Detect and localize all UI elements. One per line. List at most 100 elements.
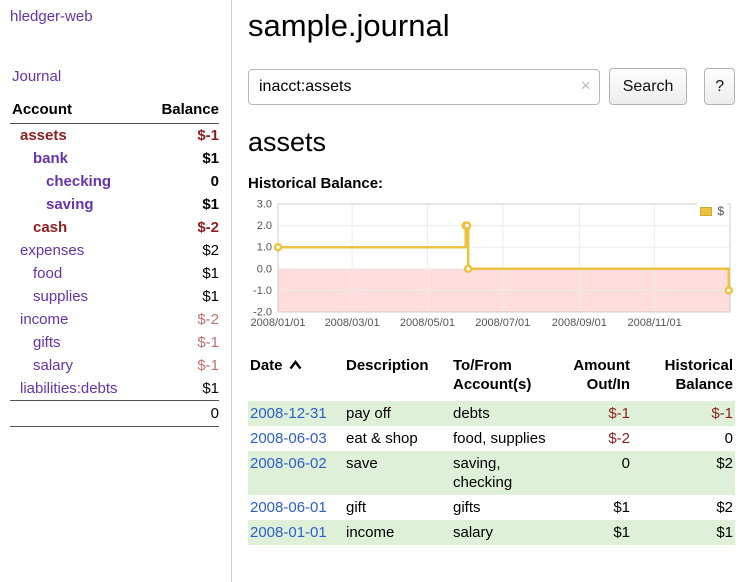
column-header-date[interactable]: Date — [248, 354, 344, 401]
transaction-row: 2008-12-31 pay off debts $-1 $-1 — [248, 401, 735, 426]
account-row: supplies $1 — [10, 285, 219, 308]
sort-ascending-icon — [289, 360, 301, 370]
account-row: food $1 — [10, 262, 219, 285]
transaction-balance: $2 — [716, 455, 733, 472]
column-header-tofrom: To/From Account(s) — [453, 357, 532, 393]
transaction-description: pay off — [346, 405, 391, 422]
search-input[interactable] — [248, 68, 600, 105]
transaction-row: 2008-06-02 save saving, checking 0 $2 — [248, 451, 735, 495]
transaction-date-link[interactable]: 2008-06-02 — [250, 455, 327, 472]
account-link[interactable]: checking — [46, 173, 112, 190]
column-header-description: Description — [346, 357, 429, 374]
x-tick-label: 2008/05/01 — [400, 317, 455, 329]
chart-title: Historical Balance: — [248, 175, 384, 192]
app-title-link[interactable]: hledger-web — [10, 8, 93, 25]
account-balance: $1 — [202, 196, 219, 213]
account-balance: $-1 — [197, 334, 219, 351]
chart-legend: $ — [697, 203, 727, 219]
clear-search-icon[interactable]: × — [580, 75, 591, 95]
account-balance: $1 — [202, 288, 219, 305]
account-balance: $-2 — [197, 311, 219, 328]
accounts-header-row: Account Balance — [10, 99, 219, 124]
x-tick-label: 2008/03/01 — [325, 317, 380, 329]
y-tick-label: 0.0 — [257, 263, 272, 275]
transaction-amount: 0 — [621, 455, 630, 472]
account-balance: $2 — [202, 242, 219, 259]
account-balance: $-2 — [197, 219, 219, 236]
account-link[interactable]: income — [20, 311, 69, 328]
balance-column-header: Balance — [144, 99, 219, 124]
transaction-description: income — [346, 524, 395, 541]
main-content: sample.journal × Search ? assets Histori… — [233, 0, 742, 545]
account-link[interactable]: salary — [33, 357, 74, 374]
transaction-date-link[interactable]: 2008-12-31 — [250, 405, 327, 422]
account-row: gifts $-1 — [10, 331, 219, 354]
data-point-marker — [273, 242, 283, 252]
legend-label: $ — [717, 204, 724, 218]
transaction-accounts: salary — [453, 524, 494, 541]
transaction-balance: $2 — [716, 499, 733, 516]
account-row: saving $1 — [10, 193, 219, 216]
account-balance: 0 — [210, 173, 219, 190]
account-link[interactable]: gifts — [33, 334, 61, 351]
register-header-row: Date Description To/From Account(s) Amount Ou… — [248, 354, 735, 401]
search-form: × Search ? — [248, 68, 735, 105]
journal-title: sample.journal — [248, 8, 450, 43]
account-balance: $1 — [202, 265, 219, 282]
transaction-description: eat & shop — [346, 430, 418, 447]
account-row: assets $-1 — [10, 124, 219, 148]
search-box: × — [248, 68, 600, 105]
register-table: Date Description To/From Account(s) Amount Ou… — [248, 354, 735, 545]
account-link[interactable]: saving — [46, 196, 94, 213]
account-row: checking 0 — [10, 170, 219, 193]
transaction-description: gift — [346, 499, 367, 516]
accounts-table: Account Balance assets $-1 bank $1 checking 0… — [10, 99, 219, 427]
transaction-amount: $1 — [613, 524, 630, 541]
transaction-row: 2008-06-03 eat & shop food, supplies $-2 0 — [248, 426, 735, 451]
y-tick-label: 1.0 — [257, 242, 272, 254]
account-row: salary $-1 — [10, 354, 219, 377]
transaction-balance: 0 — [724, 430, 733, 447]
y-tick-label: 3.0 — [257, 199, 272, 211]
account-row: cash $-2 — [10, 216, 219, 239]
transaction-date-link[interactable]: 2008-06-01 — [250, 499, 327, 516]
account-balance: $1 — [202, 380, 219, 397]
account-link[interactable]: food — [33, 265, 63, 282]
account-link[interactable]: bank — [33, 150, 69, 167]
transaction-accounts: saving, checking — [453, 455, 513, 491]
transaction-accounts: debts — [453, 405, 490, 422]
transaction-date-link[interactable]: 2008-06-03 — [250, 430, 327, 447]
data-point-marker — [463, 264, 473, 274]
account-link[interactable]: assets — [20, 127, 67, 144]
y-tick-label: 2.0 — [257, 220, 272, 232]
transaction-amount: $-2 — [608, 430, 630, 447]
account-row: income $-2 — [10, 308, 219, 331]
transaction-accounts: gifts — [453, 499, 481, 516]
transaction-balance: $-1 — [711, 405, 733, 422]
plot-border — [277, 203, 731, 313]
transaction-amount: $1 — [613, 499, 630, 516]
transaction-balance: $1 — [716, 524, 733, 541]
transaction-accounts: food, supplies — [453, 430, 546, 447]
journal-link[interactable]: Journal — [12, 68, 62, 85]
account-balance: $1 — [202, 150, 219, 167]
account-row: liabilities:debts $1 — [10, 377, 219, 401]
data-point-marker — [462, 221, 472, 230]
data-point-marker — [724, 286, 734, 295]
account-link[interactable]: liabilities:debts — [20, 380, 118, 397]
help-button[interactable]: ? — [704, 68, 735, 105]
account-link[interactable]: expenses — [20, 242, 85, 259]
transaction-date-link[interactable]: 2008-01-01 — [250, 524, 327, 541]
account-link[interactable]: supplies — [33, 288, 89, 305]
account-link[interactable]: cash — [33, 219, 68, 236]
column-header-amount: Amount Out/In — [573, 357, 630, 393]
search-button[interactable]: Search — [608, 68, 688, 105]
transaction-amount: $-1 — [608, 405, 630, 422]
account-balance: $-1 — [197, 127, 219, 144]
historical-balance-chart-container: 3.0 2.0 1.0 0.0 -1.0 -2.0 2008/01/01 2008/03/01… — [248, 198, 734, 338]
account-column-header: Account — [10, 99, 145, 124]
y-tick-label: -1.0 — [253, 285, 272, 297]
account-heading: assets — [248, 127, 327, 157]
